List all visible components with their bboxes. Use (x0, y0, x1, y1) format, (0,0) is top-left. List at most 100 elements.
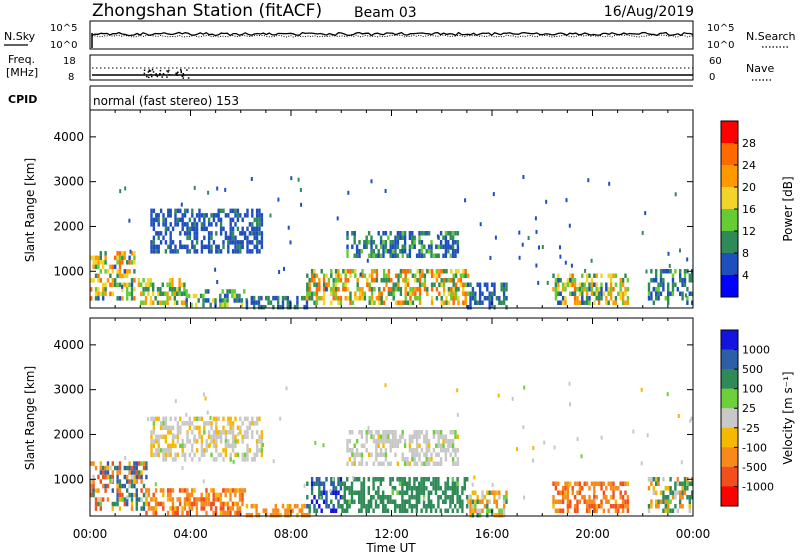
data-cell (322, 443, 325, 448)
data-cell (260, 213, 264, 218)
data-cell (191, 226, 194, 232)
data-cell (214, 298, 217, 303)
data-cell (445, 300, 448, 305)
data-cell (135, 479, 138, 484)
data-cell (382, 477, 385, 482)
data-cell (224, 510, 227, 516)
data-cell (430, 499, 433, 504)
data-cell (150, 439, 153, 444)
data-cell (387, 430, 390, 435)
data-cell (462, 273, 465, 278)
data-cell (205, 497, 208, 502)
data-cell (337, 481, 340, 486)
data-cell (118, 255, 122, 261)
data-cell (212, 434, 216, 440)
data-cell (413, 448, 416, 453)
data-cell (404, 282, 407, 287)
data-cell (214, 302, 217, 308)
data-cell (576, 490, 579, 495)
data-cell (456, 249, 460, 254)
data-cell (387, 235, 390, 240)
data-cell (128, 461, 131, 466)
data-cell (176, 497, 179, 502)
data-cell (223, 302, 227, 308)
data-cell (382, 430, 385, 435)
data-cell (389, 448, 392, 453)
data-cell (92, 483, 95, 489)
data-cell (374, 490, 378, 495)
data-cell (458, 499, 462, 504)
data-cell (389, 443, 392, 448)
data-cell (437, 504, 440, 509)
data-cell (456, 461, 460, 466)
data-cell (430, 504, 433, 509)
data-cell (454, 486, 457, 491)
data-cell (432, 481, 435, 486)
data-cell (451, 495, 454, 500)
data-cell (109, 273, 112, 279)
data-cell (171, 501, 175, 507)
data-cell (138, 470, 141, 475)
data-cell (255, 416, 259, 422)
data-cell (456, 388, 459, 393)
data-cell (212, 240, 216, 245)
data-cell (116, 470, 119, 475)
data-cell (150, 249, 153, 254)
data-cell (205, 501, 208, 507)
data-cell (267, 295, 270, 301)
data-cell (277, 295, 280, 301)
data-cell (298, 508, 301, 513)
data-cell (456, 434, 460, 439)
data-cell (222, 448, 225, 453)
data-cell (205, 439, 208, 444)
nave-dip-point (180, 69, 182, 71)
data-cell (135, 488, 138, 493)
data-cell (438, 273, 441, 278)
data-cell (207, 231, 211, 236)
data-cell (408, 439, 412, 444)
noise-right-tick-top: 10^5 (707, 23, 734, 34)
data-cell (435, 253, 438, 258)
data-cell (279, 416, 282, 421)
data-cell (287, 225, 290, 230)
data-cell (188, 452, 192, 458)
data-cell (430, 452, 433, 457)
data-cell (394, 249, 397, 254)
data-cell (262, 304, 265, 310)
data-cell (272, 459, 275, 464)
data-cell (210, 488, 213, 493)
data-cell (99, 479, 102, 484)
colorbar-swatch (721, 466, 738, 487)
data-cell (183, 421, 187, 426)
data-cell (427, 448, 431, 453)
data-cell (585, 499, 589, 504)
data-cell (343, 499, 346, 504)
data-cell (334, 508, 338, 513)
data-cell (133, 479, 136, 484)
data-cell (200, 501, 203, 507)
data-cell (358, 452, 361, 457)
nave-label: Nave (746, 62, 774, 75)
data-cell (114, 501, 117, 507)
data-cell (179, 217, 182, 223)
data-cell (149, 300, 152, 305)
data-cell (205, 226, 208, 232)
data-cell (624, 490, 627, 495)
data-cell (99, 260, 102, 265)
data-cell (397, 282, 400, 287)
data-cell (123, 269, 126, 274)
data-cell (162, 217, 165, 223)
data-cell (121, 255, 124, 261)
data-cell (418, 300, 422, 305)
data-cell (396, 439, 400, 444)
data-cell (624, 504, 627, 509)
data-cell (674, 282, 677, 287)
data-cell (157, 452, 160, 458)
data-cell (451, 508, 454, 513)
data-cell (418, 231, 421, 236)
data-cell (239, 416, 242, 422)
data-cell (439, 495, 442, 500)
data-cell (650, 504, 653, 509)
data-cell (454, 490, 457, 495)
freq-right-tick-bottom: 0 (709, 72, 715, 83)
